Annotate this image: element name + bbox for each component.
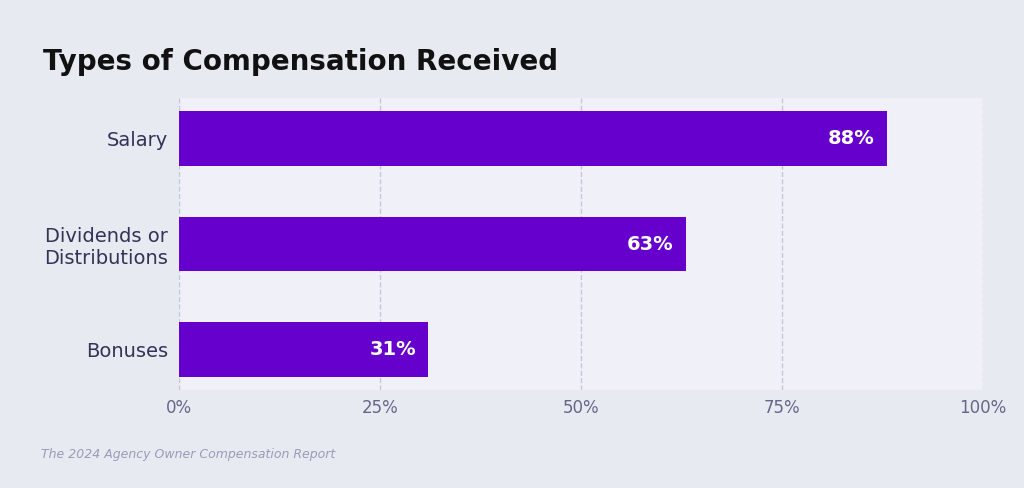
Text: 31%: 31% (370, 340, 417, 359)
Text: 88%: 88% (827, 129, 874, 148)
Bar (179, 322, 428, 377)
Text: The 2024 Agency Owner Compensation Report: The 2024 Agency Owner Compensation Repor… (41, 448, 335, 461)
Bar (179, 217, 686, 271)
Text: 63%: 63% (627, 235, 674, 253)
Text: Types of Compensation Received: Types of Compensation Received (43, 48, 558, 76)
Bar (179, 111, 887, 166)
